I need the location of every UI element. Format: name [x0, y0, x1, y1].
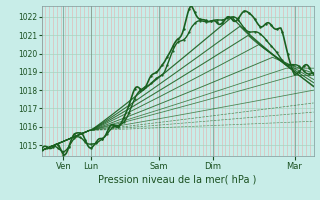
- X-axis label: Pression niveau de la mer( hPa ): Pression niveau de la mer( hPa ): [99, 175, 257, 185]
